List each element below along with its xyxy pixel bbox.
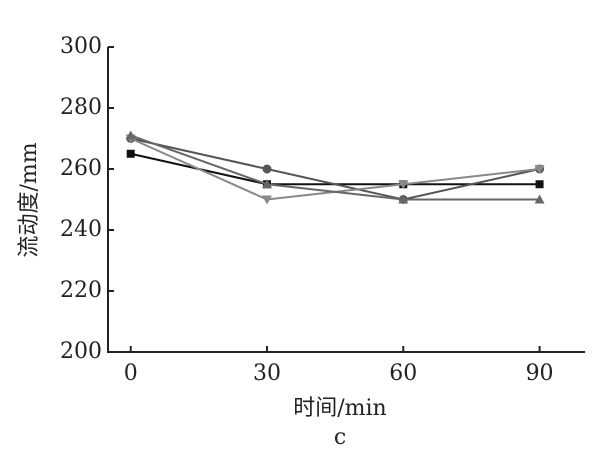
marker (398, 194, 409, 204)
marker (126, 149, 135, 158)
y-tick-label: 280 (60, 95, 102, 120)
marker (534, 194, 545, 204)
x-tick-label: 0 (124, 361, 138, 386)
marker (262, 179, 272, 189)
marker (398, 180, 409, 190)
y-tick-label: 300 (60, 34, 102, 59)
x-axis-label: 时间/min (293, 396, 386, 421)
y-axis-label: 流动度/mm (17, 142, 42, 257)
marker (535, 180, 544, 189)
y-tick-label: 220 (60, 278, 102, 303)
caption: c (334, 425, 346, 450)
series-line (130, 134, 540, 201)
y-tick-label: 260 (60, 156, 102, 181)
marker (262, 195, 272, 205)
y-tick-label: 200 (60, 339, 102, 364)
marker (534, 165, 545, 174)
series-line (130, 137, 540, 201)
series-line (130, 137, 540, 201)
y-tick-label: 240 (60, 217, 102, 242)
marker (262, 164, 272, 174)
x-tick-label: 90 (526, 361, 554, 386)
x-tick-label: 60 (389, 361, 417, 386)
marker (125, 130, 136, 140)
x-tick-label: 30 (253, 361, 281, 386)
